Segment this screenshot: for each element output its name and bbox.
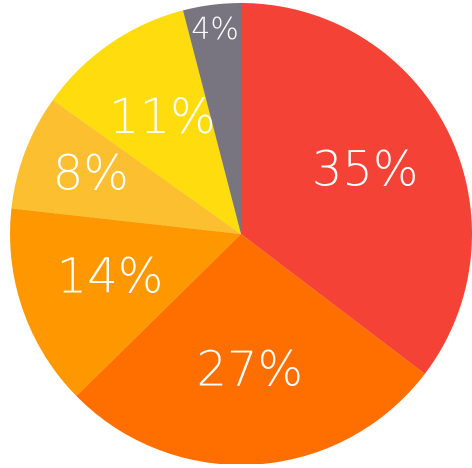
slice-label: 8% (53, 146, 129, 202)
slice-label: 11% (109, 89, 216, 145)
pie-slice (182, 3, 241, 234)
pie-slice (11, 100, 242, 234)
slice-label: 14% (57, 248, 164, 304)
pie-slice (9, 208, 241, 397)
slice-label: 35% (312, 141, 419, 197)
pie-slice (76, 234, 425, 465)
slice-label: 4% (191, 12, 239, 47)
pie-slice (52, 10, 242, 234)
pie-slice (241, 3, 472, 374)
slice-label: 27% (196, 341, 303, 397)
